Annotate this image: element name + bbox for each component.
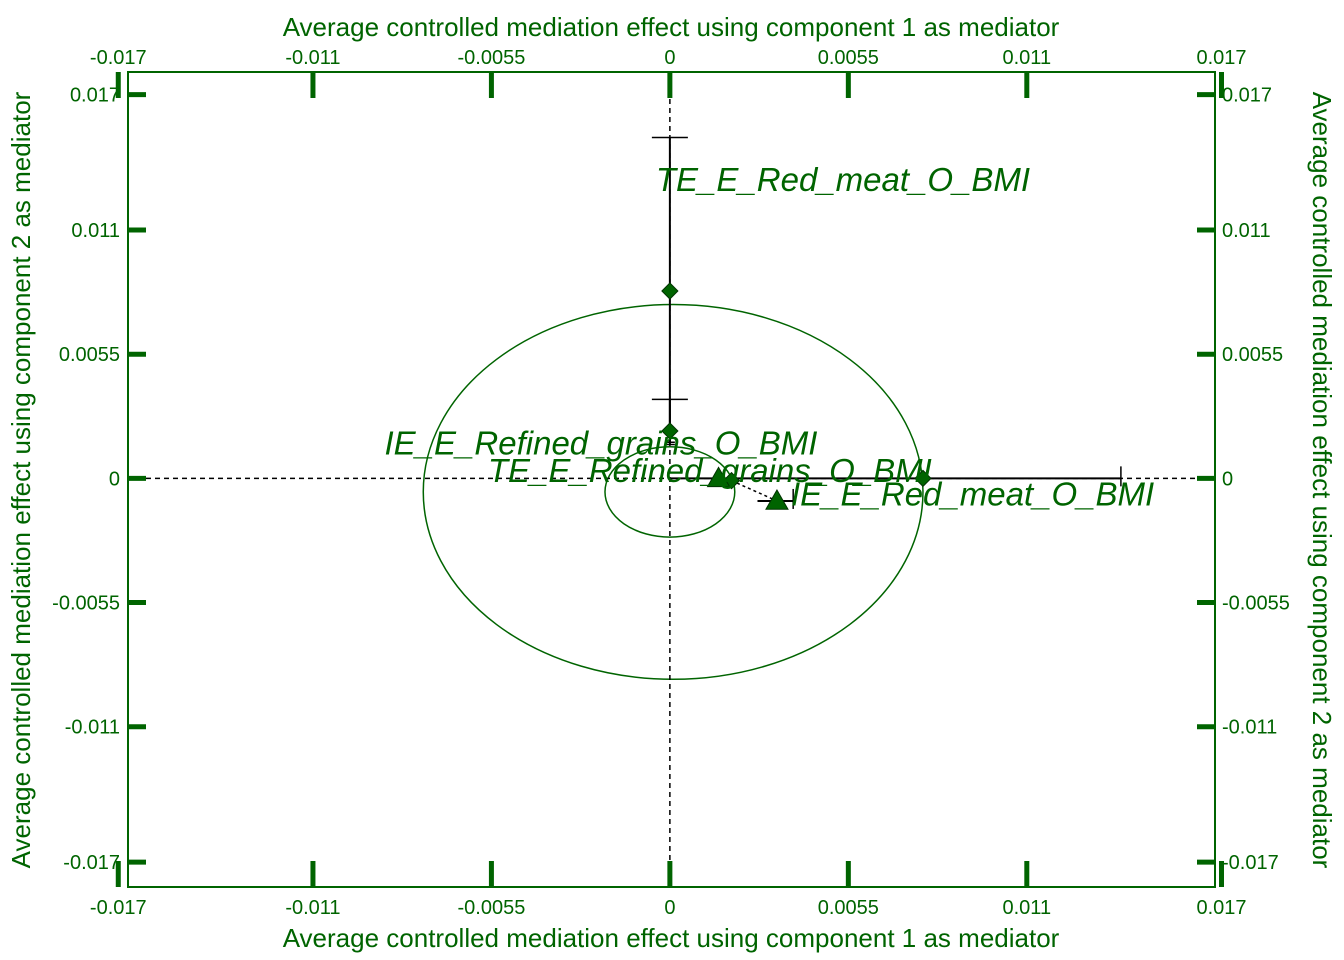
x-tick-label-top-1: -0.011 [285, 47, 340, 69]
x-tick-label-top-0: -0.017 [90, 47, 147, 69]
left-axis-title: Average controlled mediation effect usin… [6, 91, 36, 868]
point-label-4: IE_E_Refined_grains_O_BMI [385, 425, 818, 462]
y-tick-label-left-5: 0.011 [71, 220, 120, 242]
x-tick-label-top-3: 0 [664, 47, 675, 69]
x-tick-label-bottom-4: 0.0055 [818, 897, 879, 919]
point-label-2: TE_E_Refined_grains_O_BMI [488, 452, 932, 489]
x-tick-label-top-6: 0.017 [1196, 47, 1246, 69]
diamond-marker-2 [661, 422, 679, 440]
top-axis-title: Average controlled mediation effect usin… [283, 12, 1060, 42]
y-tick-label-right-5: 0.011 [1222, 220, 1271, 242]
y-tick-label-left-4: 0.0055 [59, 344, 120, 366]
y-tick-label-right-4: 0.0055 [1222, 344, 1283, 366]
y-tick-label-left-1: -0.011 [65, 717, 120, 739]
y-tick-label-left-2: -0.0055 [52, 593, 120, 615]
x-tick-label-top-2: -0.0055 [457, 47, 525, 69]
x-tick-label-top-5: 0.011 [1003, 47, 1052, 69]
y-tick-label-left-0: -0.017 [63, 852, 120, 874]
x-tick-label-bottom-3: 0 [664, 897, 675, 919]
diamond-marker-1 [661, 282, 679, 300]
y-tick-label-right-2: -0.0055 [1222, 593, 1290, 615]
y-tick-label-right-0: -0.017 [1222, 852, 1279, 874]
x-tick-label-bottom-5: 0.011 [1003, 897, 1052, 919]
point-label-1: TE_E_Red_meat_O_BMI [656, 161, 1030, 198]
y-tick-label-left-3: 0 [109, 468, 120, 490]
x-tick-label-bottom-2: -0.0055 [457, 897, 525, 919]
triangle-marker-6 [765, 488, 789, 510]
confidence-ellipse-1 [422, 303, 924, 681]
x-tick-label-bottom-1: -0.011 [285, 897, 340, 919]
x-tick-label-bottom-6: 0.017 [1196, 897, 1246, 919]
point-label-3: IE_E_Red_meat_O_BMI [791, 475, 1154, 512]
y-tick-label-right-6: 0.017 [1222, 85, 1272, 107]
connector-line-1 [731, 479, 778, 502]
diamond-marker-3 [914, 469, 932, 488]
x-tick-label-top-4: 0.0055 [818, 47, 879, 69]
right-axis-title: Average controlled mediation effect usin… [1307, 92, 1337, 869]
x-tick-label-bottom-0: -0.017 [90, 897, 147, 919]
y-tick-label-right-1: -0.011 [1222, 717, 1277, 739]
triangle-marker-5 [706, 466, 731, 488]
confidence-ellipse-2 [604, 446, 736, 538]
bottom-axis-title: Average controlled mediation effect usin… [283, 923, 1060, 953]
y-tick-label-left-6: 0.017 [70, 85, 120, 107]
y-tick-label-right-3: 0 [1222, 468, 1233, 490]
